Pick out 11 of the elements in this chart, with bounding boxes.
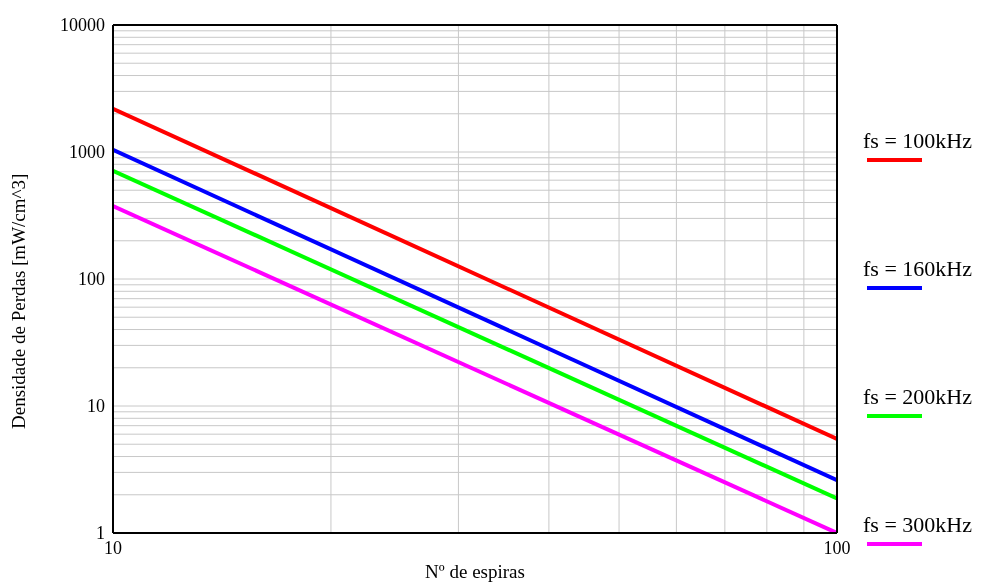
series-label: fs = 300kHz xyxy=(863,512,973,538)
y-tick-label: 10000 xyxy=(60,15,105,36)
y-tick-label: 10 xyxy=(87,396,105,417)
text: fs = 200kHz xyxy=(863,384,973,410)
y-axis-title: Densidade de Perdas [mW/cm^3] xyxy=(7,173,29,429)
y-tick-label: 1000 xyxy=(69,142,105,163)
y-tick-label: 100 xyxy=(78,269,105,290)
x-axis-title: Nº de espiras xyxy=(425,561,525,582)
text: fs = 100kHz xyxy=(863,128,973,154)
y-tick-label: 1 xyxy=(96,523,105,544)
text: fs = 160kHz xyxy=(863,256,973,282)
